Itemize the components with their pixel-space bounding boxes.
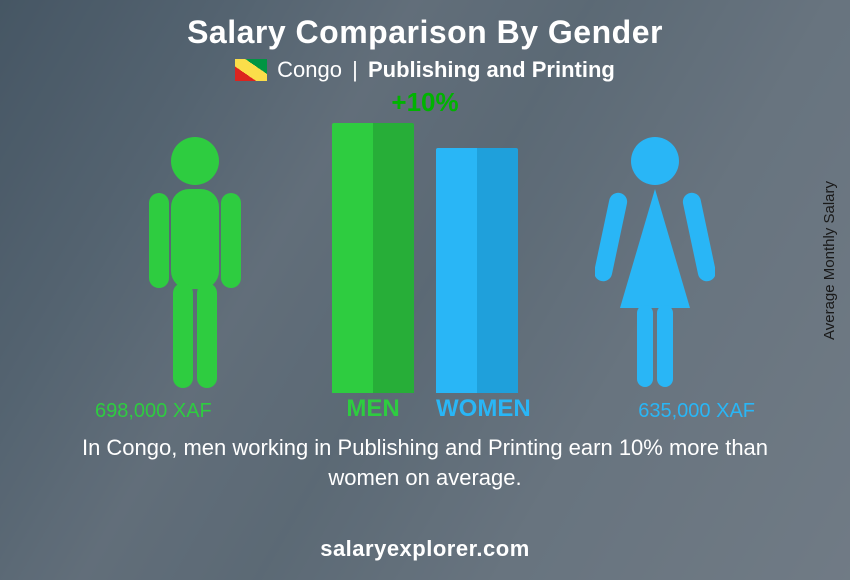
footer-attribution: salaryexplorer.com bbox=[320, 536, 530, 562]
women-label: WOMEN bbox=[436, 395, 518, 423]
summary-text: In Congo, men working in Publishing and … bbox=[45, 433, 805, 492]
y-axis-label-wrap: Average Monthly Salary bbox=[821, 0, 838, 520]
bar-men bbox=[332, 123, 414, 393]
chart-area: +10% MEN WOMEN bbox=[105, 93, 745, 423]
congo-flag-icon bbox=[235, 59, 267, 81]
men-value: 698,000 XAF bbox=[95, 400, 212, 423]
country-label: Congo bbox=[277, 57, 342, 82]
men-label: MEN bbox=[332, 395, 414, 423]
male-person-icon bbox=[135, 133, 255, 393]
category-labels: MEN WOMEN bbox=[332, 395, 518, 423]
bar-women bbox=[436, 148, 518, 393]
y-axis-label: Average Monthly Salary bbox=[821, 181, 838, 340]
subtitle-text: Congo | Publishing and Printing bbox=[277, 57, 615, 83]
page-title: Salary Comparison By Gender bbox=[187, 14, 663, 51]
bars-group bbox=[332, 123, 518, 393]
subtitle-row: Congo | Publishing and Printing bbox=[235, 57, 615, 83]
separator: | bbox=[352, 57, 358, 82]
percent-diff-label: +10% bbox=[391, 87, 458, 118]
industry-label: Publishing and Printing bbox=[368, 57, 615, 82]
female-person-icon bbox=[595, 133, 715, 393]
women-value: 635,000 XAF bbox=[638, 400, 755, 423]
content-container: Salary Comparison By Gender Congo | Publ… bbox=[0, 0, 850, 580]
